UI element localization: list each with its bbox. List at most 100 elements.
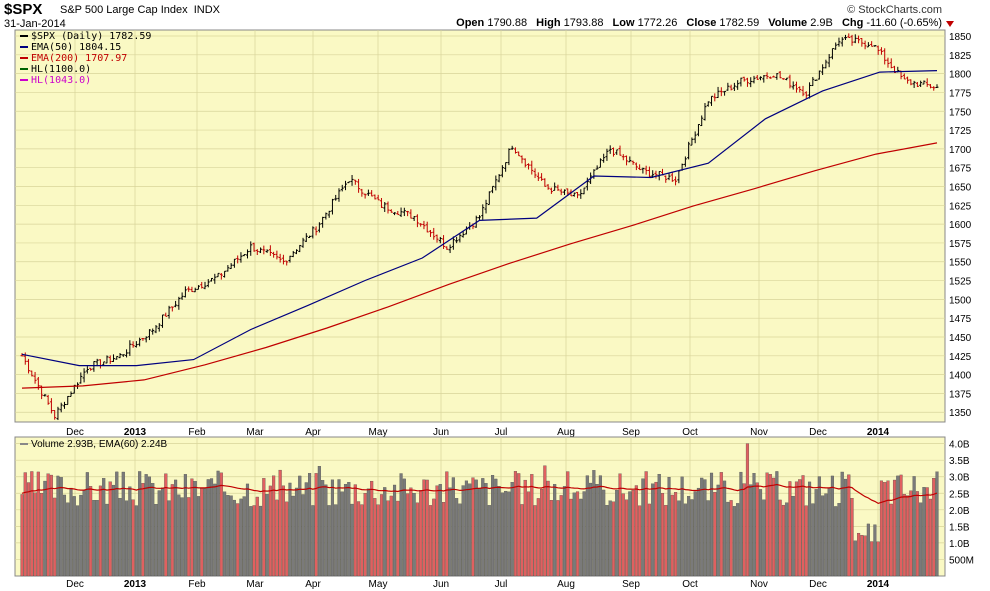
volume-bar [775, 471, 779, 577]
volume-bar [291, 495, 295, 577]
volume-bar [899, 474, 903, 577]
x-tick-label: Dec [809, 579, 827, 590]
volume-bar [853, 540, 857, 577]
volume-bar [164, 473, 168, 577]
x-tick-label: 2014 [867, 579, 890, 590]
volume-bar [428, 505, 433, 577]
volume-bar [102, 478, 106, 577]
volume-bar [634, 485, 638, 577]
volume-bar [569, 498, 573, 577]
quote-line: Open 1790.88 High 1793.88 Low 1772.26 Cl… [456, 17, 942, 29]
volume-bar [863, 535, 867, 577]
volume-bar [798, 479, 802, 577]
x-tick-label: Sep [622, 427, 640, 438]
volume-bar [621, 493, 625, 577]
volume-bar [448, 487, 452, 577]
volume-bar [765, 472, 769, 577]
x-tick-label: 2013 [124, 579, 147, 590]
y-tick-label: 1625 [949, 201, 972, 212]
volume-bar [925, 487, 929, 577]
y-tick-label: 1350 [949, 408, 972, 419]
chart-date: 31-Jan-2014 [4, 18, 66, 30]
volume-bar [317, 466, 321, 577]
volume-bar [736, 503, 740, 577]
volume-bar [62, 494, 67, 577]
y-tick-label: 1725 [949, 126, 972, 137]
volume-bar [43, 480, 47, 577]
volume-bar [343, 484, 348, 577]
y-tick-label: 2.0B [949, 506, 970, 517]
volume-bar [353, 484, 357, 577]
x-tick-label: Apr [305, 427, 321, 438]
volume-bar [592, 470, 596, 577]
volume-bar [915, 491, 919, 577]
y-tick-label: 3.0B [949, 473, 970, 484]
volume-bar [268, 485, 272, 577]
volume-bar [625, 499, 629, 577]
volume-bar [497, 486, 501, 577]
volume-bar [726, 501, 730, 577]
volume-bar [242, 496, 246, 577]
volume-bar [458, 503, 462, 577]
x-tick-label: Aug [557, 427, 575, 438]
volume-bar [190, 478, 194, 577]
x-tick-label: Mar [246, 427, 264, 438]
volume-bar [151, 483, 155, 577]
volume-bar [755, 482, 759, 577]
volume-bar [187, 497, 191, 577]
y-tick-label: 1775 [949, 88, 972, 99]
volume-bar [275, 499, 279, 577]
volume-bar [471, 477, 475, 577]
volume-bar [664, 505, 668, 577]
volume-bar [209, 478, 214, 577]
volume-bar [128, 486, 132, 577]
volume-bar [298, 475, 302, 577]
volume-bar [821, 495, 825, 577]
volume-bar [438, 484, 442, 577]
volume-bar [125, 500, 129, 577]
volume-bar [92, 500, 96, 577]
volume-bar [36, 471, 40, 577]
y-tick-label: 1850 [949, 32, 972, 43]
volume-bar [481, 478, 485, 577]
volume-bar [308, 473, 312, 577]
low-label: Low [612, 17, 635, 29]
volume-bar [889, 503, 893, 577]
volume-bar [30, 471, 34, 577]
volume-bar [520, 504, 524, 577]
volume-bar [860, 534, 864, 577]
volume-bar [76, 505, 80, 577]
volume-bar [680, 476, 684, 577]
y-tick-label: 1675 [949, 164, 972, 175]
y-tick-label: 1825 [949, 51, 972, 62]
y-tick-label: 1525 [949, 277, 972, 288]
volume-bar [696, 487, 700, 577]
legend-item-ema200: EMA(200) 1707.97 [20, 53, 151, 64]
volume-bar [144, 474, 148, 577]
volume-bar [510, 482, 514, 577]
volume-bar [193, 481, 197, 577]
open-label: Open [456, 17, 485, 29]
volume-bar [40, 493, 44, 577]
volume-label: Volume [768, 17, 808, 29]
volume-bar [174, 479, 178, 577]
volume-bar [301, 494, 305, 577]
ticker-name: S&P 500 Large Cap Index [60, 4, 188, 16]
volume-bar [89, 486, 93, 577]
volume-bar [379, 494, 384, 577]
volume-bar [468, 483, 472, 577]
ticker-symbol: $SPX [4, 1, 43, 18]
volume-bar [23, 472, 27, 577]
volume-bar [546, 480, 550, 577]
x-tick-label: May [369, 579, 388, 590]
volume-bar [115, 471, 119, 577]
volume-bar [628, 491, 632, 577]
ticker-description: S&P 500 Large Cap Index INDX [60, 4, 220, 16]
volume-bar [442, 502, 446, 577]
volume-bar [340, 491, 344, 577]
y-tick-label: 3.5B [949, 456, 970, 467]
volume-bar [288, 482, 292, 577]
volume-bar [82, 489, 86, 577]
y-tick-label: 1800 [949, 70, 972, 81]
volume-bar [850, 498, 854, 577]
